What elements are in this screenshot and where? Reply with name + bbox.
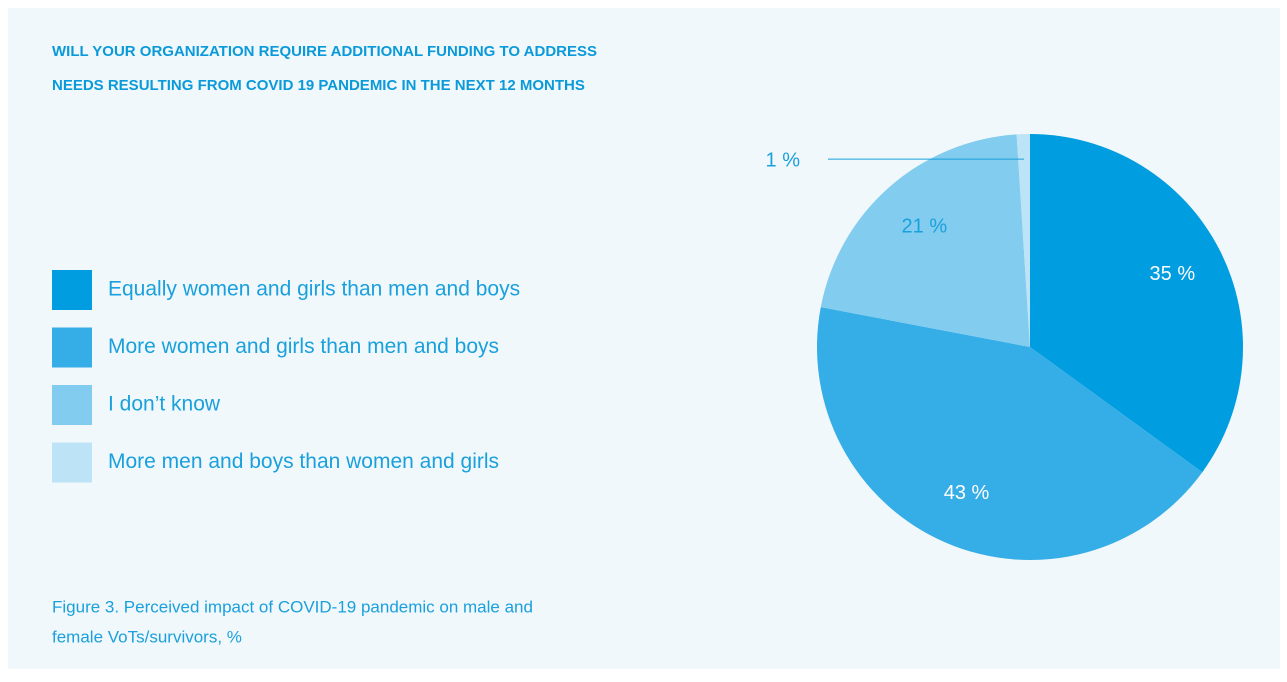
legend-label: Equally women and girls than men and boy… — [108, 278, 520, 301]
pie-slice — [817, 307, 1203, 561]
data-label: 21 % — [902, 215, 948, 237]
caption: female VoTs/survivors, % — [52, 627, 242, 646]
legend-label: I don’t know — [108, 393, 221, 416]
data-label: 43 % — [944, 482, 990, 504]
data-label: 35 % — [1150, 263, 1196, 285]
legend-swatch — [52, 270, 92, 310]
chart-title: WILL YOUR ORGANIZATION REQUIRE ADDITIONA… — [52, 43, 597, 60]
caption: Figure 3. Perceived impact of COVID-19 p… — [52, 597, 533, 616]
chart-title: NEEDS RESULTING FROM COVID 19 PANDEMIC I… — [52, 77, 585, 94]
legend-swatch — [52, 327, 92, 368]
pie-slice — [820, 134, 1030, 347]
legend-label: More women and girls than men and boys — [108, 335, 499, 358]
data-label: 1 % — [766, 149, 801, 171]
legend-swatch — [52, 385, 92, 425]
legend-swatch — [52, 442, 92, 483]
pie-slice — [1030, 134, 1244, 473]
pie-slice — [1016, 134, 1030, 347]
legend-label: More men and boys than women and girls — [108, 450, 499, 473]
